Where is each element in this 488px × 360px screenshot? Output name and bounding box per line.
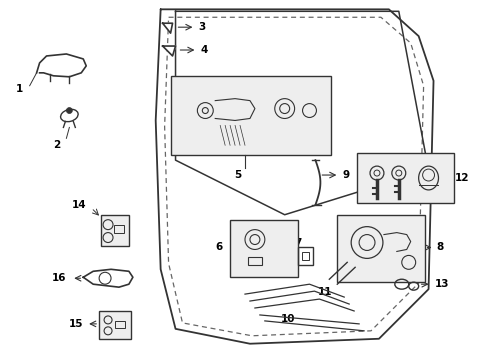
Bar — [99, 311, 131, 339]
Text: 9: 9 — [342, 170, 348, 180]
Text: 11: 11 — [318, 287, 332, 297]
Text: 5: 5 — [234, 170, 241, 180]
Bar — [337, 215, 424, 282]
Polygon shape — [163, 23, 172, 33]
Circle shape — [66, 108, 72, 113]
Text: 1: 1 — [16, 84, 23, 94]
Bar — [301, 252, 309, 260]
Text: 4: 4 — [200, 45, 207, 55]
Text: 6: 6 — [215, 243, 222, 252]
Text: 2: 2 — [53, 140, 60, 150]
Text: 15: 15 — [69, 319, 83, 329]
Bar — [356, 153, 453, 203]
Bar — [170, 76, 331, 155]
Text: 7: 7 — [293, 238, 301, 248]
Bar — [101, 215, 129, 247]
Text: 12: 12 — [453, 173, 468, 183]
Text: 13: 13 — [434, 279, 448, 289]
Text: 14: 14 — [72, 200, 86, 210]
Text: 8: 8 — [436, 243, 443, 252]
Bar — [247, 257, 262, 265]
Bar — [297, 247, 313, 265]
Polygon shape — [163, 46, 175, 56]
Text: 10: 10 — [280, 314, 294, 324]
Bar — [230, 220, 297, 277]
Text: 16: 16 — [52, 273, 66, 283]
Bar — [114, 225, 123, 233]
Bar — [115, 321, 124, 328]
Text: 3: 3 — [198, 22, 205, 32]
